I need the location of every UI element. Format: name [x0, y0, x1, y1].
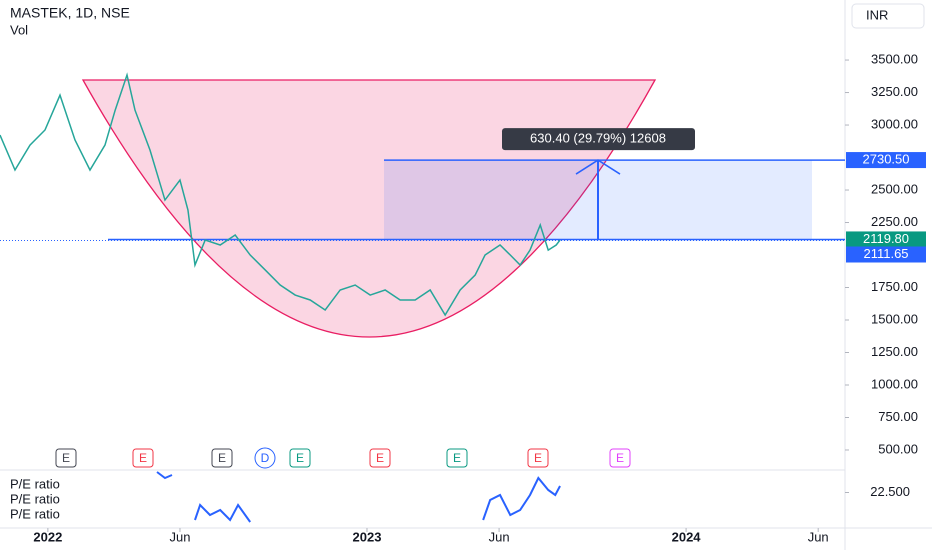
currency-button[interactable]: [851, 3, 925, 29]
event-badge: [369, 448, 391, 468]
x-tick-label: Jun: [169, 529, 190, 544]
y-tick-label: 1750.00: [871, 279, 918, 294]
price-label-box: [846, 152, 926, 169]
volume-label: Vol: [10, 22, 28, 37]
pe-line: [194, 503, 251, 523]
price-label: 2111.65: [863, 246, 908, 261]
y-tick-label: 3500.00: [871, 51, 918, 66]
event-label: E: [453, 451, 461, 465]
pe-line: [156, 471, 173, 480]
symbol: MASTEK, 1D, NSE: [10, 5, 130, 21]
event-badge: [289, 448, 311, 468]
measure-arrowhead: [575, 159, 621, 175]
event-label: E: [296, 451, 304, 465]
event-label: E: [139, 451, 147, 465]
event-label: D: [261, 451, 270, 465]
price-line: [0, 72, 561, 317]
pe-label: P/E ratio: [10, 491, 60, 506]
pe-label: P/E ratio: [10, 476, 60, 491]
event-badge: [132, 448, 154, 468]
y-tick-label: 1250.00: [871, 344, 918, 359]
pe-label: P/E ratio: [10, 506, 60, 521]
event-badge: [446, 448, 468, 468]
event-label: E: [218, 451, 226, 465]
x-tick-label: 2024: [672, 529, 702, 544]
measure-box: [502, 128, 695, 151]
price-label: 2730.50: [863, 152, 910, 167]
y-tick-label: 1000.00: [871, 376, 918, 391]
event-label: E: [62, 451, 70, 465]
event-label: E: [534, 451, 542, 465]
y-tick-label: 2250.00: [871, 214, 918, 229]
currency[interactable]: INR: [866, 7, 888, 22]
price-label: 2119.80: [863, 231, 909, 246]
y-tick-label: 2500.00: [871, 181, 918, 196]
pe-y-tick-label: 22.500: [870, 484, 910, 499]
price-label-box: [846, 246, 926, 263]
y-tick-label: 3250.00: [871, 84, 918, 99]
event-label: E: [376, 451, 384, 465]
x-tick-label: Jun: [808, 529, 829, 544]
y-tick-label: 1500.00: [871, 311, 918, 326]
event-label: E: [616, 451, 624, 465]
event-badge: [211, 448, 233, 468]
event-badge: [609, 448, 631, 468]
x-tick-label: 2022: [33, 529, 62, 544]
pe-line: [482, 476, 561, 521]
y-tick-label: 500.00: [878, 441, 918, 456]
event-badge: [254, 447, 276, 469]
event-badge: [527, 448, 549, 468]
x-tick-label: Jun: [489, 529, 510, 544]
x-tick-label: 2023: [353, 529, 382, 544]
y-tick-label: 750.00: [878, 409, 918, 424]
price-label-box: [846, 231, 926, 248]
y-tick-label: 3000.00: [871, 116, 918, 131]
measure-label: 630.40 (29.79%) 12608: [530, 131, 666, 146]
event-badge: [55, 448, 77, 468]
